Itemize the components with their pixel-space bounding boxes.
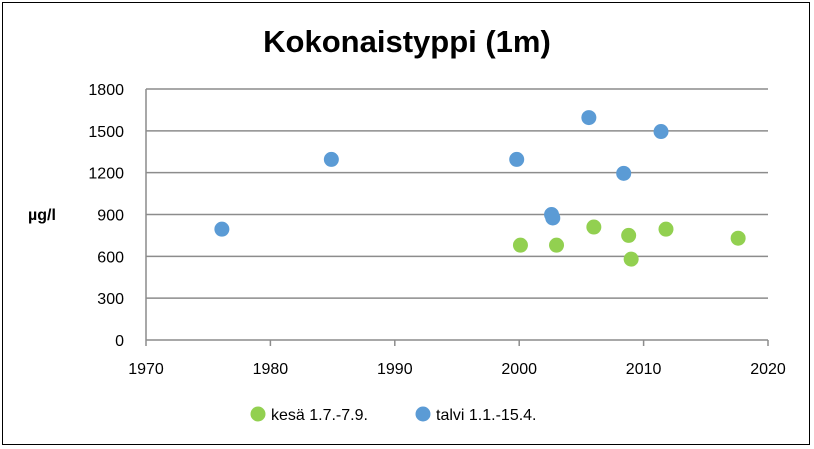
y-tick-label: 900 <box>97 208 124 225</box>
data-point-series-0 <box>512 237 528 253</box>
x-tick-label: 2000 <box>501 361 537 378</box>
gridlines <box>146 88 768 299</box>
y-tick-label: 0 <box>115 333 124 350</box>
legend-marker <box>415 406 431 422</box>
data-points <box>214 110 746 267</box>
legend: kesä 1.7.-7.9. talvi 1.1.-15.4. <box>250 406 537 424</box>
x-tick-label: 2010 <box>626 361 662 378</box>
y-tick-label: 1800 <box>88 82 124 99</box>
data-point-series-1 <box>323 151 339 167</box>
legend-label: talvi 1.1.-15.4. <box>436 407 537 424</box>
data-point-series-0 <box>730 230 746 246</box>
axes <box>145 89 769 346</box>
data-point-series-0 <box>658 221 674 237</box>
x-tick-labels: 1970 1980 1990 2000 2010 2020 <box>128 361 786 378</box>
data-point-series-1 <box>581 110 597 126</box>
data-point-series-1 <box>545 210 561 226</box>
y-tick-label: 300 <box>97 291 124 308</box>
chart-frame <box>2 2 810 445</box>
y-tick-label: 1200 <box>88 166 124 183</box>
x-tick-label: 1970 <box>128 361 164 378</box>
y-axis-label: µg/l <box>28 207 56 224</box>
y-tick-label: 600 <box>97 249 124 266</box>
y-tick-labels: 0 300 600 900 1200 1500 1800 <box>88 82 124 350</box>
legend-label: kesä 1.7.-7.9. <box>271 407 368 424</box>
data-point-series-1 <box>616 165 632 181</box>
x-tick-label: 2020 <box>750 361 786 378</box>
data-point-series-0 <box>621 227 637 243</box>
data-point-series-0 <box>549 237 565 253</box>
x-tick-label: 1990 <box>377 361 413 378</box>
y-tick-label: 1500 <box>88 124 124 141</box>
legend-marker <box>250 406 266 422</box>
data-point-series-0 <box>586 219 602 235</box>
data-point-series-1 <box>653 124 669 140</box>
x-tick-label: 1980 <box>253 361 289 378</box>
data-point-series-0 <box>623 251 639 267</box>
data-point-series-1 <box>214 221 230 237</box>
chart-title: Kokonaistyppi (1m) <box>263 24 551 59</box>
data-point-series-1 <box>509 151 525 167</box>
